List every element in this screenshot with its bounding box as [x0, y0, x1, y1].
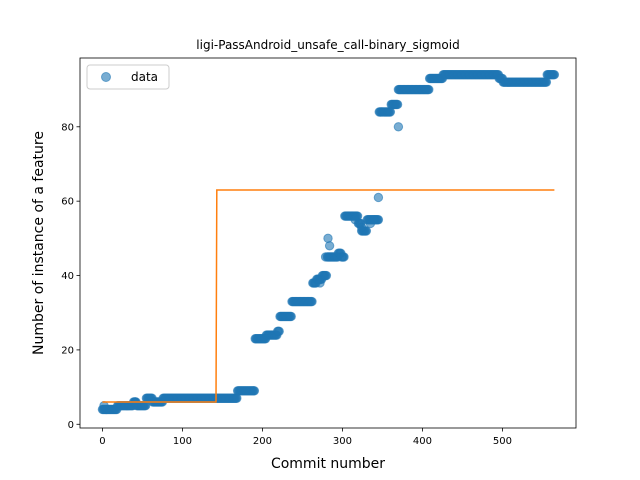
x-tick-label: 300 — [333, 436, 352, 447]
x-tick-label: 0 — [99, 436, 105, 447]
data-point — [350, 215, 360, 225]
data-point — [369, 215, 380, 225]
x-tick-label: 400 — [413, 436, 432, 447]
data-point — [320, 252, 331, 262]
data-points — [97, 70, 560, 415]
fit-line-layer — [102, 189, 555, 403]
data-point — [321, 270, 332, 281]
y-axis-ticks: 0 20 40 60 80 — [61, 122, 80, 431]
x-tick-label: 500 — [493, 436, 512, 447]
legend-label-data: data — [131, 70, 158, 84]
legend-marker-data — [101, 72, 111, 82]
legend-box — [86, 64, 170, 90]
data-point — [424, 84, 434, 95]
data-point — [99, 400, 109, 411]
data-point — [373, 192, 384, 203]
data-point — [324, 241, 335, 251]
data-point — [315, 278, 325, 288]
x-tick-label: 200 — [253, 436, 272, 447]
y-tick-label: 20 — [61, 345, 74, 356]
plot-area — [97, 70, 560, 415]
y-tick-label: 0 — [68, 420, 74, 431]
x-axis-ticks: 0 100 200 300 400 500 — [99, 428, 512, 447]
x-axis-title: Commit number — [271, 456, 385, 472]
data-point — [356, 222, 367, 232]
axes-frame — [79, 57, 577, 429]
data-point — [393, 122, 404, 132]
data-point — [549, 70, 560, 80]
x-tick-label: 100 — [173, 436, 192, 447]
data-point — [286, 311, 296, 322]
legend: data — [86, 64, 170, 90]
data-point — [339, 252, 349, 262]
y-tick-label: 60 — [61, 197, 74, 208]
y-tick-label: 40 — [61, 271, 74, 282]
data-point — [307, 296, 317, 307]
data-point — [249, 386, 260, 396]
y-tick-label: 80 — [61, 122, 74, 133]
y-axis-title: Number of instance of a feature — [31, 131, 47, 355]
fit-line — [102, 189, 555, 403]
data-point — [392, 99, 403, 110]
chart-title: ligi-PassAndroid_unsafe_call-binary_sigm… — [196, 38, 459, 52]
data-point — [274, 326, 284, 337]
